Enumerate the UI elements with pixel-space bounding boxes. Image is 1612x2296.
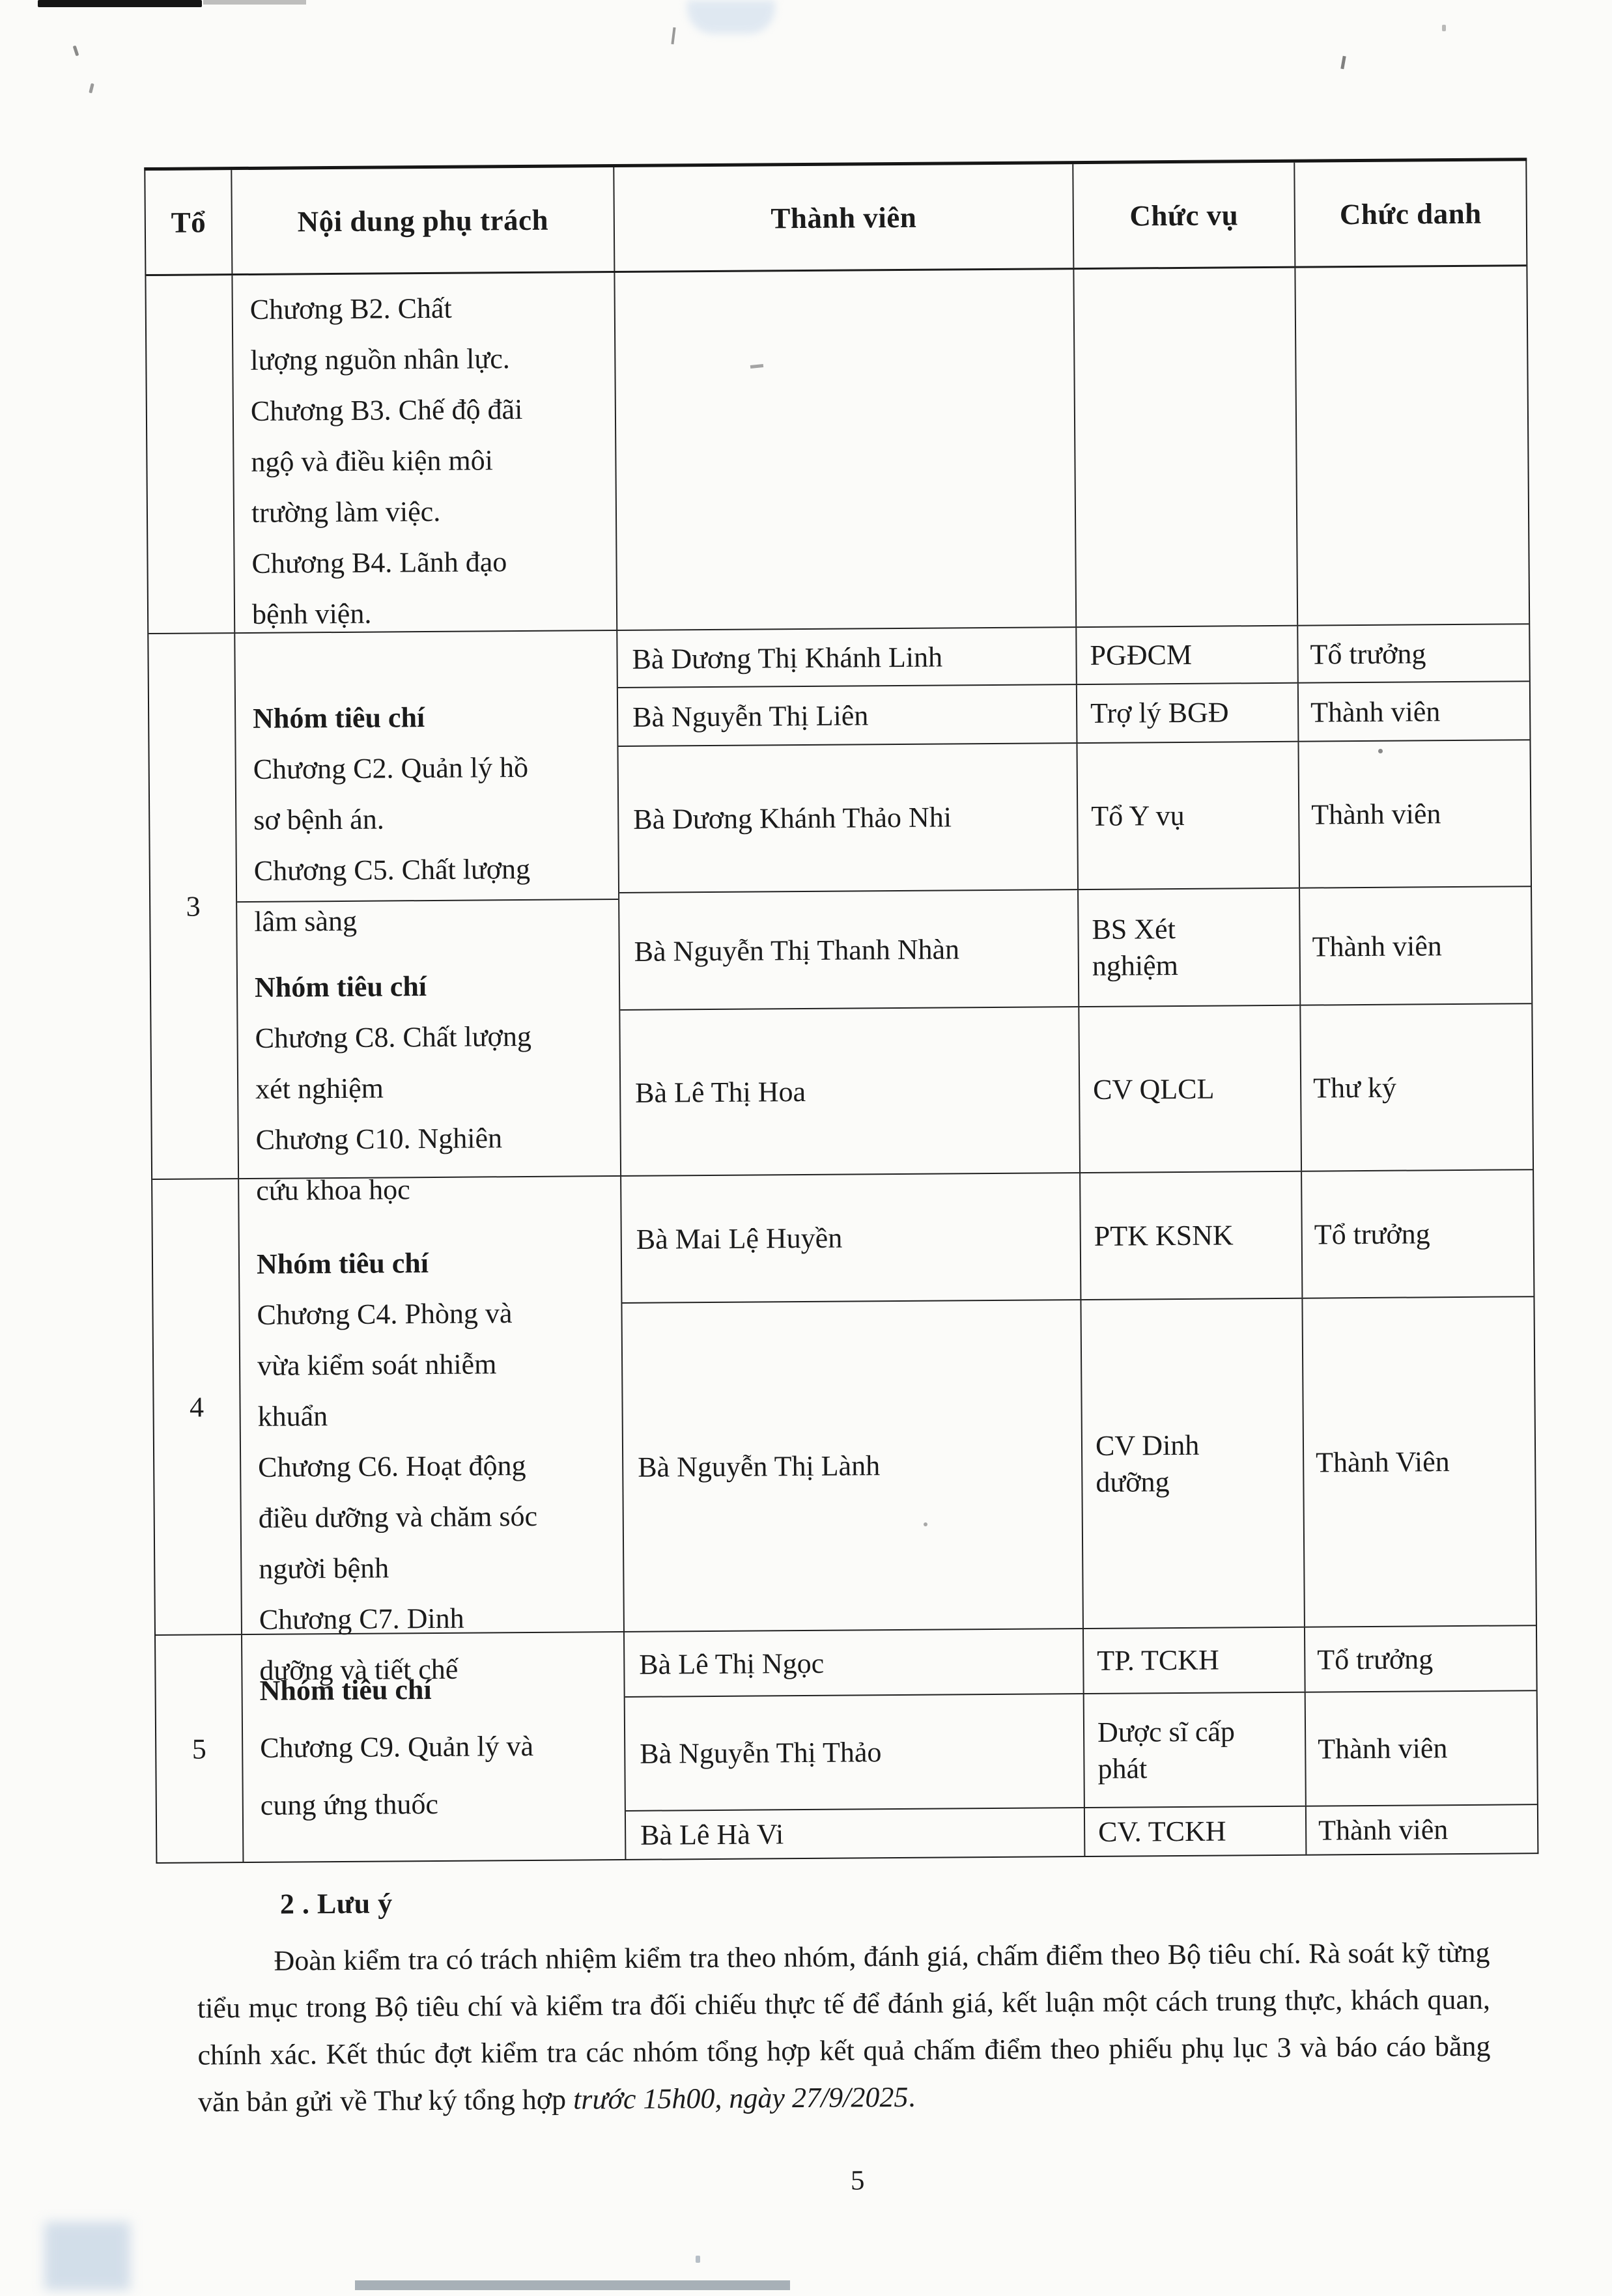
member-position: Tổ Y vụ <box>1077 742 1301 889</box>
member-role: Tổ trưởng <box>1314 1218 1430 1251</box>
member-row: Bà Nguyễn Thị Thanh Nhàn BS Xét nghiệm T… <box>619 887 1532 1011</box>
member-position: CV. TCKH <box>1084 1806 1307 1856</box>
member-name: Bà Mai Lệ Huyền <box>621 1173 1082 1302</box>
member-position: Dược sĩ cấp phát <box>1084 1692 1307 1808</box>
group-title: Nhóm tiêu chí <box>259 1673 432 1707</box>
member-position: BS Xét nghiệm <box>1079 888 1301 1007</box>
member-name: Bà Nguyễn Thị Thanh Nhàn <box>619 890 1080 1009</box>
member-row: Bà Lê Thị Ngọc TP. TCKH Tổ trưởng <box>624 1626 1536 1698</box>
member-row: Bà Dương Thị Khánh Linh PGĐCM Tổ trưởng <box>617 624 1529 688</box>
member-position: CV QLCL <box>1079 1005 1303 1173</box>
chuc-danh-empty <box>1295 266 1529 624</box>
noi-dung-group-c2-c5: Nhóm tiêu chí Chương C2. Quản lý hồ sơ bệ… <box>235 631 619 938</box>
header-thanh-vien: Thành viên <box>614 164 1075 272</box>
page-number: 5 <box>850 2165 865 2196</box>
to-number-3: 3 <box>148 634 240 1179</box>
member-row: Bà Dương Khánh Thảo Nhi Tổ Y vụ Thành vi… <box>618 740 1531 893</box>
group-title: Nhóm tiêu chí <box>253 701 425 735</box>
members-to-4: Bà Mai Lệ Huyền PTK KSNK Tổ trưởng Bà Ng… <box>621 1170 1536 1631</box>
notes-paragraph-italic: trước 15h00, ngày 27/9/2025 <box>573 2080 909 2116</box>
to-number-5: 5 <box>156 1635 244 1862</box>
member-row: Bà Nguyễn Thị Lành CV Dinh dưỡng Thành V… <box>622 1297 1535 1631</box>
member-position: CV Dinh dưỡng <box>1081 1298 1305 1629</box>
member-name: Bà Lê Thị Ngọc <box>624 1629 1084 1696</box>
member-position: Trợ lý BGĐ <box>1077 683 1299 743</box>
noi-dung-b2-b4: Chương B2. Chất lượng nguồn nhân lực. Ch… <box>233 273 618 633</box>
group-body: Chương C4. Phòng và vừa kiểm soát nhiễm … <box>257 1297 538 1687</box>
header-chuc-danh: Chức danh <box>1339 197 1482 231</box>
to-cell-empty <box>146 275 236 634</box>
table-row-continuation: Chương B2. Chất lượng nguồn nhân lực. Ch… <box>146 266 1529 635</box>
noi-dung-to-4: Nhóm tiêu chí Chương C4. Phòng và vừa kiể… <box>239 1176 625 1687</box>
to-number-4: 4 <box>152 1179 242 1634</box>
group-body: Chương C9. Quản lý và cung ứng thuốc <box>260 1729 534 1821</box>
table-row-to-4: 4 Nhóm tiêu chí Chương C4. Phòng và vừa k… <box>152 1170 1536 1687</box>
members-to-5: Bà Lê Thị Ngọc TP. TCKH Tổ trưởng Bà Ngu… <box>624 1626 1537 1859</box>
noi-dung-to-3: Nhóm tiêu chí Chương C2. Quản lý hồ sơ bệ… <box>235 630 622 1207</box>
member-name: Bà Lê Thị Hoa <box>620 1007 1081 1175</box>
noi-dung-to-5: Nhóm tiêu chí Chương C9. Quản lý và cung … <box>242 1632 627 1862</box>
member-role: Thành viên <box>1318 1732 1448 1765</box>
group-title: Nhóm tiêu chí <box>256 1247 429 1280</box>
member-name: Bà Nguyễn Thị Thảo <box>625 1694 1085 1810</box>
header-to: Tổ <box>145 170 233 275</box>
member-role: Thành viên <box>1312 929 1443 963</box>
member-role: Thành Viên <box>1316 1446 1450 1479</box>
thanh-vien-empty <box>615 270 1077 630</box>
member-name: Bà Dương Khánh Thảo Nhi <box>618 744 1079 892</box>
table-row-to-5: 5 Nhóm tiêu chí Chương C9. Quản lý và cun… <box>156 1626 1537 1862</box>
header-chuc-vu: Chức vụ <box>1073 162 1296 268</box>
member-position: PTK KSNK <box>1081 1171 1303 1300</box>
members-to-3: Bà Dương Thị Khánh Linh PGĐCM Tổ trưởng … <box>617 624 1533 1175</box>
member-row: Bà Lê Thị Hoa CV QLCL Thư ký <box>620 1004 1533 1175</box>
member-row: Bà Nguyễn Thị Liên Trợ lý BGĐ Thành viên <box>617 682 1530 747</box>
notes-paragraph-period: . <box>908 2080 916 2113</box>
member-role: Thành viên <box>1318 1813 1449 1847</box>
member-name: Bà Dương Thị Khánh Linh <box>617 628 1077 687</box>
member-position: TP. TCKH <box>1083 1627 1306 1694</box>
group-title: Nhóm tiêu chí <box>254 970 427 1003</box>
member-position: PGĐCM <box>1077 626 1299 684</box>
header-noi-dung: Nội dung phụ trách <box>232 167 615 274</box>
chuc-vu-empty <box>1074 268 1299 627</box>
notes-section: 2 . Lưu ý Đoàn kiểm tra có trách nhiệm k… <box>197 1879 1491 2126</box>
member-row: Bà Nguyễn Thị Thảo Dược sĩ cấp phát Thàn… <box>625 1691 1537 1812</box>
noi-dung-group-c8-c10: Nhóm tiêu chí Chương C8. Chất lượng xét n… <box>237 900 620 1216</box>
table-row-to-3: 3 Nhóm tiêu chí Chương C2. Quản lý hồ sơ … <box>148 624 1533 1207</box>
member-role: Thư ký <box>1313 1071 1397 1104</box>
member-name: Bà Lê Hà Vi <box>625 1808 1086 1859</box>
table-header-row: Tổ Nội dung phụ trách Thành viên Chức vụ… <box>145 161 1527 277</box>
member-row: Bà Lê Hà Vi CV. TCKH Thành viên <box>625 1805 1537 1859</box>
assignment-table: Tổ Nội dung phụ trách Thành viên Chức vụ… <box>144 158 1539 1864</box>
notes-heading: 2 . Lưu ý <box>279 1887 393 1920</box>
member-role: Tổ trưởng <box>1310 637 1426 671</box>
notes-paragraph: Đoàn kiểm tra có trách nhiệm kiểm tra th… <box>197 1929 1491 2126</box>
member-row: Bà Mai Lệ Huyền PTK KSNK Tổ trưởng <box>621 1170 1534 1304</box>
member-name: Bà Nguyễn Thị Liên <box>617 685 1078 746</box>
member-role: Tổ trưởng <box>1317 1642 1434 1676</box>
member-role: Thành viên <box>1310 695 1441 729</box>
member-name: Bà Nguyễn Thị Lành <box>622 1300 1084 1631</box>
member-role: Thành viên <box>1311 798 1441 831</box>
